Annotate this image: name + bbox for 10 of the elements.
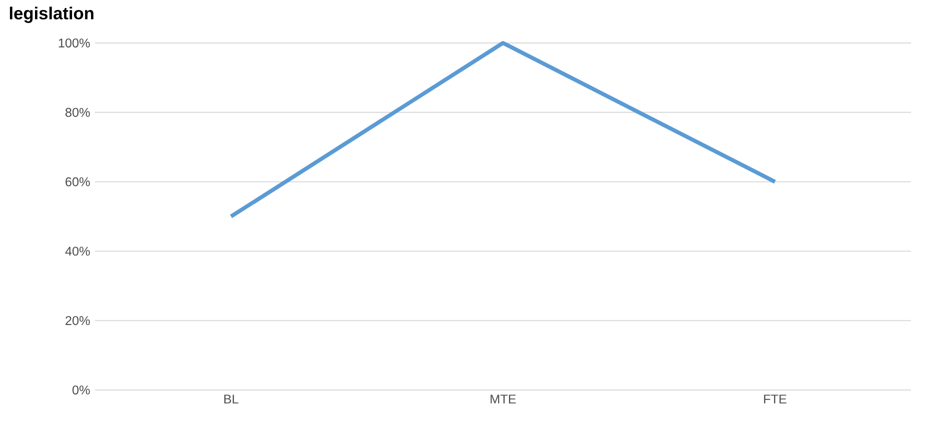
x-tick-label: BL [224,394,238,404]
y-tick-label: 100% [58,38,90,48]
y-tick-label: 40% [65,246,90,256]
y-tick-label: 0% [72,386,90,394]
y-tick-label: 80% [65,108,90,117]
chart-title: legislation [10,6,94,23]
x-tick-label: FTE [764,394,786,404]
x-tick-label: MTE [490,394,516,404]
y-tick-label: 60% [66,177,90,186]
y-tick-label: 20% [66,316,90,326]
